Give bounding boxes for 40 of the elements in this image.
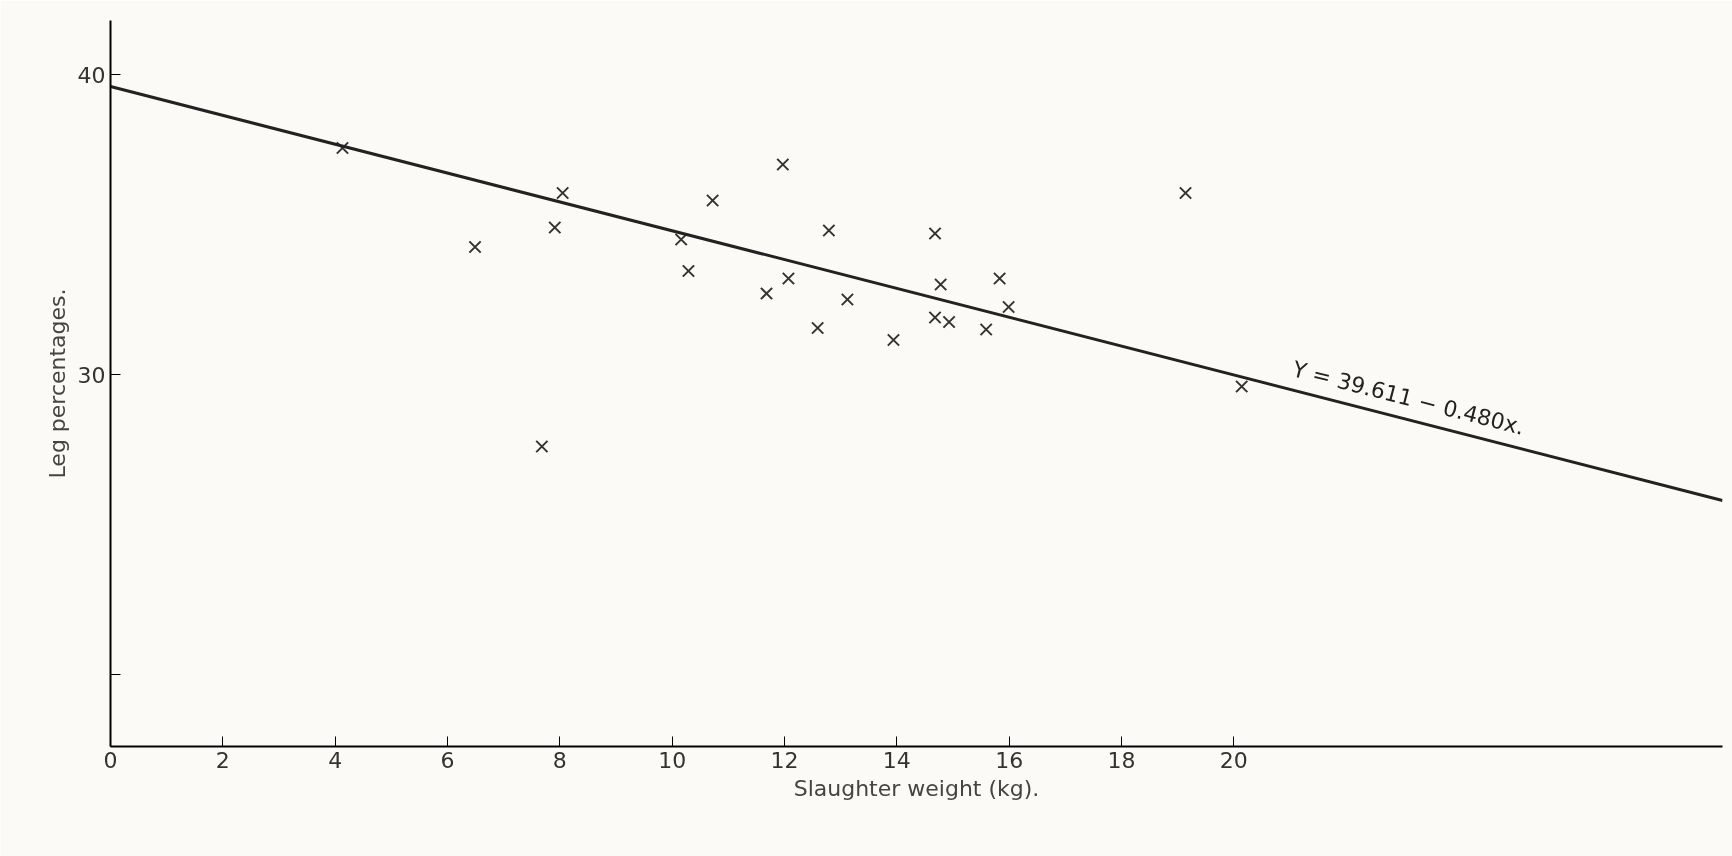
x-tick-label: 8 (552, 747, 567, 773)
x-tick-label: 18 (1107, 747, 1136, 773)
point (548, 220, 562, 235)
x-tick-label: 10 (658, 747, 687, 773)
y-tick-label: 40 (77, 62, 106, 88)
point (1178, 186, 1193, 200)
point (928, 310, 942, 325)
point (1001, 300, 1016, 314)
point (681, 264, 696, 278)
x-tick-label: 0 (103, 747, 118, 773)
point (1235, 379, 1249, 394)
x-tick-label: 16 (995, 747, 1024, 773)
point (942, 315, 956, 329)
point (928, 226, 942, 241)
point (992, 271, 1007, 286)
point (822, 223, 836, 238)
y-tick-label: 30 (77, 362, 106, 388)
point (705, 193, 720, 208)
point (810, 321, 825, 335)
point (886, 333, 901, 347)
point (674, 232, 688, 247)
point (776, 157, 790, 172)
x-tick-label: 20 (1219, 747, 1248, 773)
point (335, 141, 350, 155)
point (535, 439, 549, 454)
x-tick-label: 4 (328, 747, 343, 773)
point (840, 292, 855, 307)
x-tick-label: 6 (440, 747, 455, 773)
y-axis-title: Leg percentages. (44, 288, 70, 479)
point (759, 286, 774, 301)
x-tick-label: 2 (215, 747, 230, 773)
annotation: Y = 39.611 − 0.480x. (1289, 356, 1528, 440)
point (468, 240, 482, 254)
point (979, 322, 993, 337)
point (555, 186, 570, 200)
x-tick-label: 12 (770, 747, 799, 773)
point (781, 271, 796, 286)
point (934, 277, 948, 292)
x-axis-title: Slaughter weight (kg). (793, 775, 1040, 801)
x-tick-label: 14 (882, 747, 911, 773)
